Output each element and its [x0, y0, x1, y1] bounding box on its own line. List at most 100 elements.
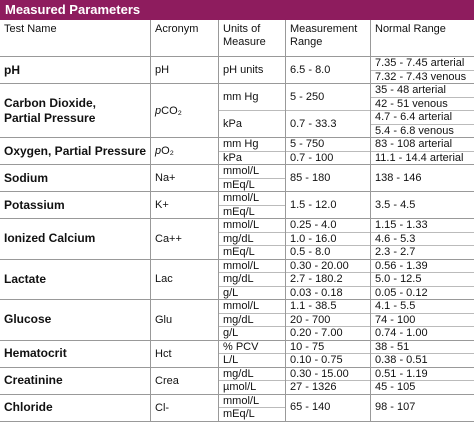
table-row: Hematocrit Hct% PCV L/L 10 - 75 0.10 - 0.75 3…: [0, 340, 474, 368]
normal-value: 0.74 - 1.00: [371, 326, 474, 340]
column-header: Measurement Range: [285, 20, 370, 56]
table-body: pH pH pH units 6.5 - 8.0 7.35 - 7.45 arteria…: [0, 57, 474, 422]
units-value: % PCV: [223, 340, 259, 353]
normal-column: 4.1 - 5.5 74 - 100 0.74 - 1.00: [370, 300, 474, 340]
normal-value: 0.56 - 1.39: [375, 259, 428, 272]
normal-column: 138 - 146: [370, 165, 474, 191]
normal-column: 7.35 - 7.45 arterial 7.32 - 7.43 venous: [370, 57, 474, 83]
measurement-column: 0.30 - 20.00 2.7 - 180.2 0.03 - 0.18: [285, 259, 370, 299]
table-title: Measured Parameters: [0, 0, 474, 20]
measurement-value: 65 - 140: [290, 401, 331, 414]
measurement-value: 5 - 250: [290, 90, 325, 103]
acronym: Ca++: [155, 232, 182, 245]
units-value: kPa: [219, 150, 285, 165]
measurement-value: 6.5 - 8.0: [290, 63, 331, 76]
measurement-value: 10 - 75: [290, 340, 325, 353]
units-column: mmol/L mg/dL mEq/L: [218, 219, 285, 259]
test-name: Glucose: [4, 312, 52, 327]
acronym-cell: pO₂: [150, 138, 218, 164]
measurement-column: 0.25 - 4.0 1.0 - 16.0 0.5 - 8.0: [285, 219, 370, 259]
table-row: Potassium K+ mmol/L mEq/L 1.5 - 12.0 3.5 - 4.…: [0, 192, 474, 219]
units-value: µmol/L: [219, 380, 285, 394]
measurement-column: 10 - 75 0.10 - 0.75: [285, 340, 370, 367]
units-column: mm Hg kPa: [218, 84, 285, 137]
column-header: Units of Measure: [218, 20, 285, 56]
units-value: L/L: [219, 353, 285, 367]
units-column: mmol/L mEq/L: [218, 192, 285, 218]
measurement-value: 2.7 - 180.2: [286, 272, 370, 286]
normal-value: 35 - 48 arterial: [375, 84, 446, 96]
acronym-cell: Hct: [150, 340, 218, 367]
measurement-column: 1.5 - 12.0: [285, 192, 370, 218]
units-value: mg/dL: [219, 272, 285, 286]
units-value: mmol/L: [223, 219, 260, 231]
measurement-column: 6.5 - 8.0: [285, 57, 370, 83]
measurement-column: 85 - 180: [285, 165, 370, 191]
units-value: mmol/L: [223, 165, 260, 177]
acronym: Hct: [155, 347, 172, 360]
normal-column: 83 - 108 arterial 11.1 - 14.4 arterial: [370, 138, 474, 164]
measurement-value: 0.25 - 4.0: [290, 219, 337, 231]
acronym: pCO₂: [155, 104, 182, 117]
acronym-cell: pCO₂: [150, 84, 218, 137]
table-row: Chloride Cl-mmol/L mEq/L 65 - 140 98 - 107: [0, 394, 474, 422]
test-name: pH: [4, 62, 20, 77]
table-row: Ionized Calcium Ca++ mmol/L mg/dL mEq/L 0.25 …: [0, 219, 474, 260]
normal-value: 7.35 - 7.45 arterial: [375, 57, 465, 69]
measurement-column: 0.30 - 15.00 27 - 1326: [285, 367, 370, 394]
measurement-value: 0.30 - 15.00: [290, 367, 349, 380]
units-value: mm Hg: [223, 90, 259, 103]
normal-column: 0.51 - 1.19 45 - 105: [370, 367, 474, 394]
measurement-column: 5 - 250 0.7 - 33.3: [285, 84, 370, 137]
units-value: mm Hg: [223, 138, 259, 150]
table-row: Lactate Lac mmol/L mg/dL g/L 0.30 - 20.00 2.7 …: [0, 259, 474, 300]
normal-value: 4.1 - 5.5: [375, 300, 416, 312]
normal-value: 4.7 - 6.4 arterial: [371, 110, 474, 124]
normal-value: 1.15 - 1.33: [375, 219, 428, 231]
measurement-value: 85 - 180: [290, 171, 331, 184]
units-value: pH units: [223, 63, 264, 76]
units-value: mg/dL: [219, 312, 285, 327]
units-column: % PCV L/L: [218, 340, 285, 367]
test-name: Sodium: [4, 170, 48, 185]
normal-value: 38 - 51: [375, 340, 410, 353]
acronym-cell: Glu: [150, 300, 218, 340]
measurement-value: 1.0 - 16.0: [286, 231, 370, 246]
normal-value: 98 - 107: [375, 401, 416, 414]
measurement-value: 0.30 - 20.00: [290, 259, 349, 272]
units-value: mEq/L: [219, 177, 285, 192]
normal-value: 5.0 - 12.5: [371, 272, 474, 286]
units-column: pH units: [218, 57, 285, 83]
units-value: mmol/L: [223, 192, 260, 204]
table-row: Glucose Glu mmol/L mg/dL g/L 1.1 - 38.5 20 - 7…: [0, 300, 474, 341]
normal-value: 45 - 105: [371, 380, 474, 394]
column-header: Acronym: [150, 20, 218, 56]
acronym-cell: pH: [150, 57, 218, 83]
normal-value: 11.1 - 14.4 arterial: [371, 150, 474, 165]
normal-column: 35 - 48 arterial 42 - 51 venous 4.7 - 6.4 …: [370, 84, 474, 137]
measurement-value: 0.10 - 0.75: [286, 353, 370, 367]
units-column: mmol/L mEq/L: [218, 394, 285, 421]
measurement-value: 0.7 - 33.3: [286, 110, 370, 137]
acronym: Cl-: [155, 401, 170, 414]
normal-value: 5.4 - 6.8 venous: [371, 123, 474, 138]
test-name: Oxygen, Partial Pressure: [4, 143, 147, 158]
normal-value: 42 - 51 venous: [371, 96, 474, 111]
units-value: mEq/L: [219, 407, 285, 421]
normal-value: 83 - 108 arterial: [375, 138, 453, 150]
column-header: Normal Range: [370, 20, 474, 56]
acronym-cell: Crea: [150, 367, 218, 394]
acronym: pO₂: [155, 145, 174, 157]
normal-column: 0.56 - 1.39 5.0 - 12.5 0.05 - 0.12: [370, 259, 474, 299]
measurement-column: 1.1 - 38.5 20 - 700 0.20 - 7.00: [285, 300, 370, 340]
normal-column: 98 - 107: [370, 394, 474, 421]
units-column: mmol/L mEq/L: [218, 165, 285, 191]
test-name: Hematocrit: [4, 346, 67, 360]
units-value: mg/dL: [223, 367, 254, 380]
units-value: mmol/L: [223, 259, 260, 272]
normal-column: 3.5 - 4.5: [370, 192, 474, 218]
normal-column: 1.15 - 1.33 4.6 - 5.3 2.3 - 2.7: [370, 219, 474, 259]
acronym: Glu: [155, 313, 173, 326]
table-row: pH pH pH units 6.5 - 8.0 7.35 - 7.45 arteria…: [0, 57, 474, 84]
